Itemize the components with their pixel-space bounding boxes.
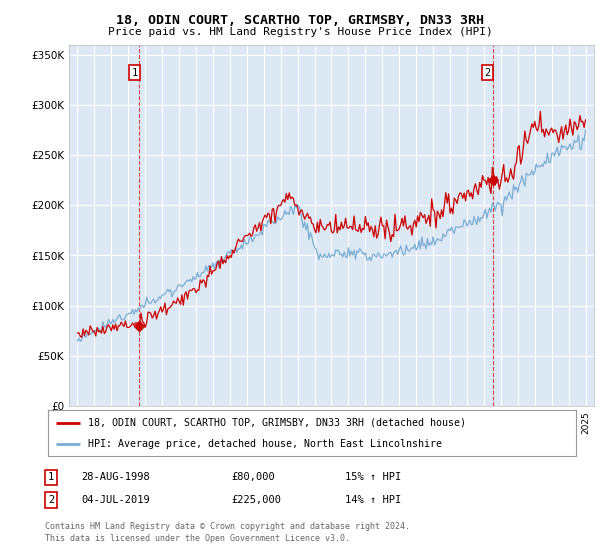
- Text: Price paid vs. HM Land Registry's House Price Index (HPI): Price paid vs. HM Land Registry's House …: [107, 27, 493, 37]
- Text: 14% ↑ HPI: 14% ↑ HPI: [345, 495, 401, 505]
- Text: 18, ODIN COURT, SCARTHO TOP, GRIMSBY, DN33 3RH: 18, ODIN COURT, SCARTHO TOP, GRIMSBY, DN…: [116, 14, 484, 27]
- Text: HPI: Average price, detached house, North East Lincolnshire: HPI: Average price, detached house, Nort…: [88, 439, 442, 449]
- Text: 15% ↑ HPI: 15% ↑ HPI: [345, 472, 401, 482]
- Text: Contains HM Land Registry data © Crown copyright and database right 2024.: Contains HM Land Registry data © Crown c…: [45, 522, 410, 531]
- Text: 1: 1: [48, 472, 54, 482]
- Text: 2: 2: [484, 68, 491, 78]
- Text: 28-AUG-1998: 28-AUG-1998: [81, 472, 150, 482]
- Text: 2: 2: [48, 495, 54, 505]
- Text: £225,000: £225,000: [231, 495, 281, 505]
- Text: £80,000: £80,000: [231, 472, 275, 482]
- Text: 04-JUL-2019: 04-JUL-2019: [81, 495, 150, 505]
- Text: 18, ODIN COURT, SCARTHO TOP, GRIMSBY, DN33 3RH (detached house): 18, ODIN COURT, SCARTHO TOP, GRIMSBY, DN…: [88, 418, 466, 428]
- Text: This data is licensed under the Open Government Licence v3.0.: This data is licensed under the Open Gov…: [45, 534, 350, 543]
- Text: 1: 1: [131, 68, 137, 78]
